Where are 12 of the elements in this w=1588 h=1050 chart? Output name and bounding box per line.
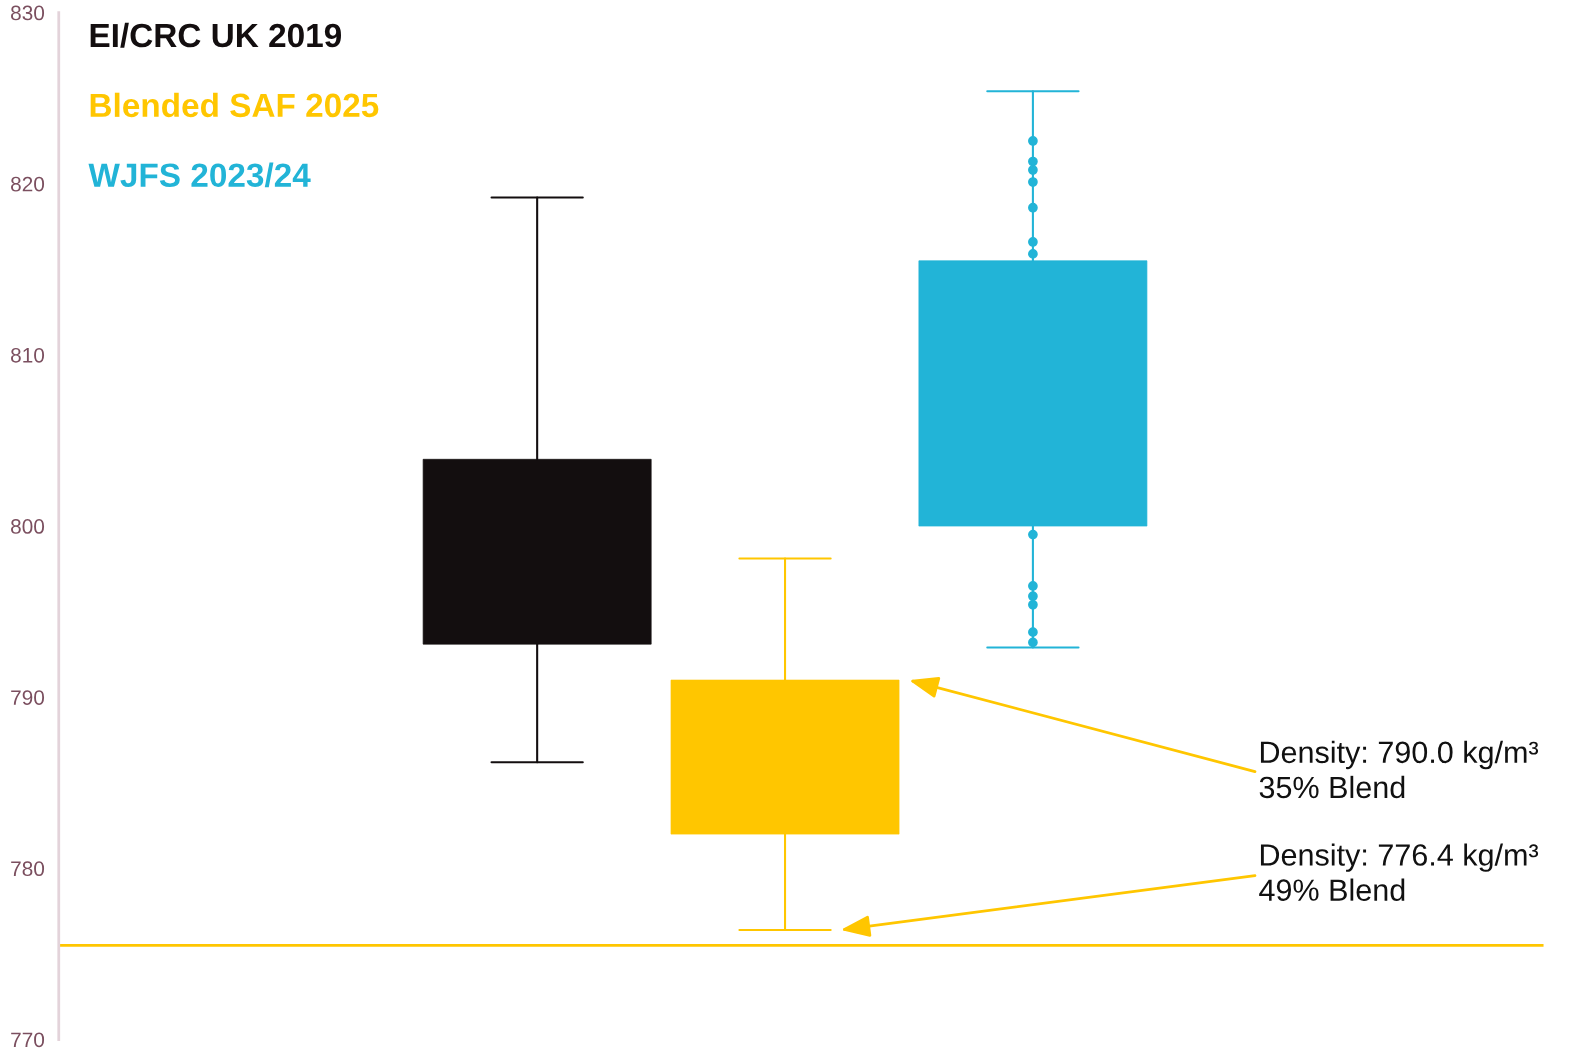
y-tick-label: 800 — [11, 519, 45, 534]
text: EI/CRC UK 2019 — [90, 22, 342, 48]
annotation: Density: 776.4 kg/m³ 49% Blend — [1259, 843, 1539, 901]
y-tick-label: 770 — [11, 1032, 45, 1048]
text: WJFS 2023/24 — [88, 162, 311, 188]
y-tick-label: 810 — [11, 347, 45, 363]
y-tick-label: 780 — [11, 861, 45, 877]
y-tick-label: 830 — [11, 5, 45, 21]
annotation: Density: 790.0 kg/m³ 35% Blend — [1259, 740, 1539, 799]
text: Blended SAF 2025 — [90, 92, 379, 118]
y-tick-label: 790 — [11, 690, 45, 705]
y-tick-label: 820 — [11, 176, 45, 192]
